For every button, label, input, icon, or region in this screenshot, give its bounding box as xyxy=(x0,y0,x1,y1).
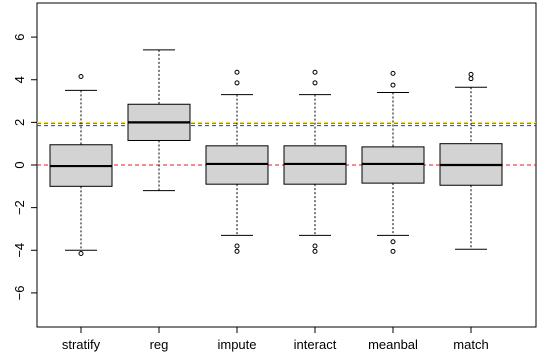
x-tick-label: stratify xyxy=(62,337,101,352)
outlier-point xyxy=(78,250,84,256)
box-impute xyxy=(205,69,269,254)
outlier-point xyxy=(312,69,318,75)
y-tick-label: 2 xyxy=(12,119,27,126)
box-interact xyxy=(283,69,347,254)
box-stratify xyxy=(49,74,113,256)
y-tick-label: −4 xyxy=(12,243,27,258)
x-tick-label: meanbal xyxy=(368,337,418,352)
outlier-point xyxy=(390,239,396,245)
box-meanbal xyxy=(361,70,425,254)
y-tick-label: −6 xyxy=(12,285,27,300)
outlier-point xyxy=(312,248,318,254)
outlier-point xyxy=(78,74,84,80)
outlier-point xyxy=(312,243,318,249)
outlier-point xyxy=(468,71,474,77)
outlier-point xyxy=(390,70,396,76)
x-tick-label: match xyxy=(453,337,488,352)
box-reg xyxy=(127,49,191,192)
outlier-point xyxy=(390,248,396,254)
outlier-point xyxy=(234,243,240,249)
x-tick-label: impute xyxy=(217,337,256,352)
y-tick-label: 4 xyxy=(12,76,27,83)
outlier-point xyxy=(468,76,474,82)
outlier-point xyxy=(234,69,240,75)
outlier-point xyxy=(312,80,318,86)
box-match xyxy=(439,71,503,250)
y-tick-label: 0 xyxy=(12,161,27,168)
x-tick-label: reg xyxy=(150,337,169,352)
y-tick-label: 6 xyxy=(12,33,27,40)
x-tick-label: interact xyxy=(294,337,337,352)
y-tick-label: −2 xyxy=(12,200,27,215)
outlier-point xyxy=(390,82,396,88)
outlier-point xyxy=(234,248,240,254)
outlier-point xyxy=(234,80,240,86)
